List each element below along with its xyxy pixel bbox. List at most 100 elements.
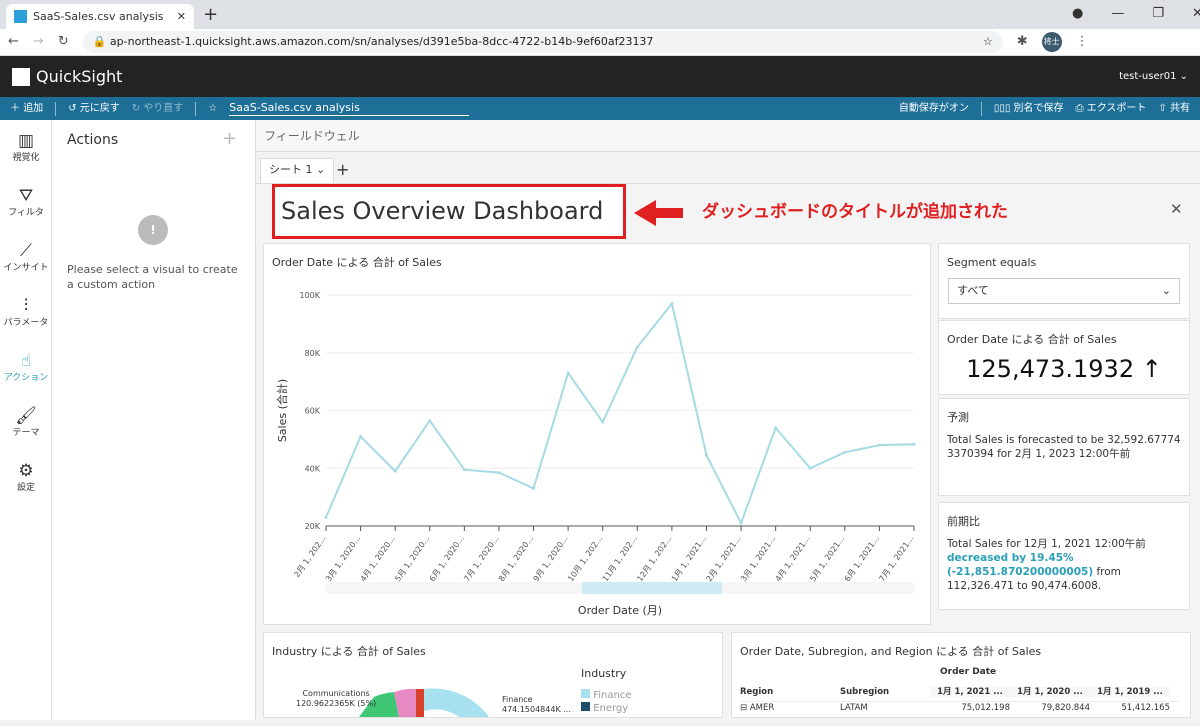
rail-item-visualize[interactable]: ▥ 視覚化 [0,120,52,175]
profile-avatar[interactable]: 将士 [1041,32,1062,52]
filter-icon: ⛛ [18,185,34,206]
column-header[interactable]: Subregion [840,686,890,697]
save-as-label: 別名で保存 [1013,102,1064,114]
kpi-visual[interactable]: Order Date による 合計 of Sales 125,473.1932 … [938,320,1190,395]
legend-item[interactable]: Energy [581,702,631,715]
tab-title: SaaS-Sales.csv analysis [33,9,164,23]
left-rail: ▥ 視覚化 ⛛ フィルタ ⟋ インサイト ⫶ パラメータ ☝ アクション 🖌 テーマ ⚙ 設定 [0,120,52,720]
cell-subregion: LATAM [840,703,868,714]
add-sheet-icon[interactable]: + [336,160,350,179]
group-header: Order Date [940,667,997,677]
data-point [497,471,501,475]
analysis-name-input[interactable]: SaaS-Sales.csv analysis [229,101,470,116]
pie-chart-visual[interactable]: Industry による 合計 of Sales Communications 1… [263,632,723,718]
data-point [670,302,674,306]
y-tick-label: 100K [299,291,320,300]
data-point [566,371,570,375]
x-tick-label: 4月 1, 2020... [359,534,397,583]
rail-item-settings[interactable]: ⚙ 設定 [0,450,52,505]
table-row: ⊟ AMER LATAM 75,012.198 79,820.844 51,412.16… [740,701,1180,715]
browser-tab[interactable]: SaaS-Sales.csv analysis ✕ [6,4,194,29]
rail-item-actions[interactable]: ☝ アクション [0,340,52,395]
back-icon[interactable]: ← [8,34,19,50]
url-text: ap-northeast-1.quicksight.aws.amazon.com… [109,35,654,49]
browser-tab-bar: SaaS-Sales.csv analysis ✕ + ● — ❐ ✕ [0,0,1200,29]
url-input[interactable]: 🔒 ap-northeast-1.quicksight.aws.amazon.c… [82,31,1003,53]
close-title-icon[interactable]: ✕ [1170,200,1183,218]
user-menu[interactable]: test-user01 ⌄ [1119,70,1188,82]
autosave-status[interactable]: 自動保存がオン [898,102,969,114]
x-tick-label: 5月 1, 2021... [808,534,846,583]
pie-label-name: Communications [302,689,370,698]
period-comparison-insight[interactable]: 前期比 Total Sales for 12月 1, 2021 12:00午前 d… [938,502,1190,610]
browser-menu-icon[interactable]: ⋮ [1075,34,1089,50]
filter-control: Segment equals すべて ⌄ [938,243,1190,319]
y-tick-label: 60K [305,407,321,416]
sheet-tab[interactable]: シート 1 ⌄ [260,158,335,183]
filter-label: Segment equals [947,256,1037,269]
close-tab-icon[interactable]: ✕ [176,9,186,23]
export-button[interactable]: ⎙ エクスポート [1075,102,1147,114]
donut-chart [359,688,489,717]
actions-panel: Actions + ! Please select a visual to cr… [52,120,256,720]
close-window-icon[interactable]: ✕ [1192,6,1200,21]
pie-label-value: 474.1504844K ... [502,705,571,714]
segment-dropdown[interactable]: すべて ⌄ [948,278,1180,304]
dashboard-title-text: Sales Overview Dashboard [281,197,604,225]
rail-item-themes[interactable]: 🖌 テーマ [0,395,52,450]
line-chart-visual[interactable]: Order Date による 合計 of Sales 20K 40K 60K 80K 1… [263,243,931,625]
save-as-button[interactable]: ▯▯▯ 別名で保存 [993,102,1064,114]
add-action-icon[interactable]: + [222,128,238,149]
column-header[interactable]: 1月 1, 2020 ... [1010,686,1090,698]
extensions-icon[interactable]: ✱ [1016,34,1028,50]
rail-label: フィルタ [8,207,44,218]
forecast-insight[interactable]: 予測 Total Sales is forecasted to be 32,59… [938,398,1190,496]
minimize-icon[interactable]: — [1111,6,1125,21]
donut-slice [394,688,416,717]
legend-item[interactable]: Finance [581,689,631,702]
forecast-text: Total Sales is forecasted to be 32,592.6… [947,434,1181,460]
forward-icon[interactable]: → [32,34,44,50]
x-tick-label: 6月 1, 2020... [428,534,466,583]
undo-button[interactable]: ↺ 元に戻す [68,102,120,114]
period-text-2: from 112,326.471 to 90,474.6008. [947,566,1121,592]
column-header[interactable]: Region [740,686,774,697]
pivot-table-visual[interactable]: Order Date, Subregion, and Region による 合計… [731,632,1191,718]
rail-item-insights[interactable]: ⟋ インサイト [0,230,52,285]
x-tick-label: 7月 1, 2020... [462,534,500,583]
user-name: test-user01 [1119,70,1177,82]
rail-label: アクション [3,372,49,383]
x-tick-label: 3月 1, 2020... [324,534,362,583]
field-well[interactable]: フィールドウェル [256,120,1200,152]
restore-icon[interactable]: ❐ [1152,6,1164,21]
add-button[interactable]: ＋ 追加 [10,102,44,114]
app-header: QuickSight test-user01 ⌄ [0,56,1200,97]
dashboard-title[interactable]: Sales Overview Dashboard [272,184,626,239]
period-title: 前期比 [947,515,980,528]
data-point [428,419,432,423]
annotation-text: ダッシュボードのタイトルが追加された [702,202,1008,222]
segment-value: すべて [957,284,989,297]
profile-menu-icon[interactable]: ● [1072,6,1084,21]
redo-button[interactable]: ↻ やり直す [131,102,184,114]
column-header[interactable]: 1月 1, 2021 ... [930,686,1010,698]
bookmark-star-icon[interactable]: ☆ [982,35,993,49]
rail-item-parameters[interactable]: ⫶ パラメータ [0,285,52,340]
rail-item-filter[interactable]: ⛛ フィルタ [0,175,52,230]
x-tick-label: 5月 1, 2020... [393,534,431,583]
info-icon: ! [138,215,168,245]
data-point [324,515,328,519]
app-logo-text: QuickSight [36,66,123,86]
data-point [774,426,778,430]
data-point [843,450,847,454]
cell-value: 79,820.844 [1041,703,1090,714]
column-header[interactable]: 1月 1, 2019 ... [1090,686,1170,698]
x-tick-label: 10月 1, 202... [566,534,604,583]
new-tab-icon[interactable]: + [203,4,219,25]
data-point [462,468,466,472]
reload-icon[interactable]: ↻ [57,34,69,50]
cell-region[interactable]: ⊟ AMER [740,703,775,714]
kpi-title: Order Date による 合計 of Sales [947,333,1117,346]
share-button[interactable]: ⇧ 共有 [1158,102,1190,114]
favorite-star-icon[interactable]: ☆ [208,102,218,114]
